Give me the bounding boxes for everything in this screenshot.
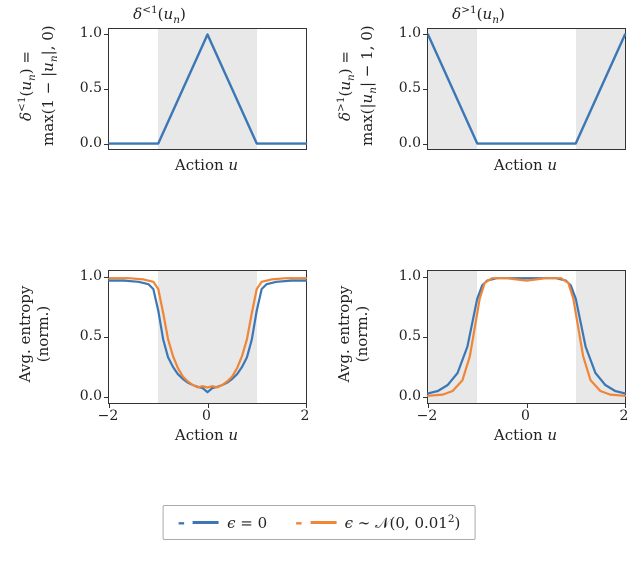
ytick-label: 0.5 bbox=[393, 328, 421, 344]
ytick-label: 0.0 bbox=[74, 135, 102, 151]
line-layer bbox=[109, 271, 306, 403]
series-line-b bbox=[428, 278, 625, 396]
line-layer bbox=[428, 271, 625, 403]
ytick-mark bbox=[423, 397, 428, 398]
plot-area bbox=[427, 28, 626, 150]
plot-area bbox=[427, 270, 626, 404]
panel-grid: δ<1(un) 0.0 0.5 1.0 Action u δ<1(un) =max(1 −… bbox=[0, 0, 638, 500]
ytick-label: 0.5 bbox=[393, 80, 421, 96]
line-layer bbox=[428, 29, 625, 149]
legend-label: ϵ ∼ 𝒩(0, 0.012) bbox=[345, 513, 461, 532]
series-line-a bbox=[109, 281, 306, 393]
ytick-label: 0.5 bbox=[74, 328, 102, 344]
panel-title: δ>1(un) bbox=[319, 4, 638, 26]
ytick-mark bbox=[423, 337, 428, 338]
legend-swatch bbox=[311, 521, 337, 524]
panel-bottom-right: 0.0 0.5 1.0 −2 0 2 Action u Avg. entropy(norm.) bbox=[319, 250, 638, 500]
ytick-label: 1.0 bbox=[74, 268, 102, 284]
figure: δ<1(un) 0.0 0.5 1.0 Action u δ<1(un) =max(1 −… bbox=[0, 0, 638, 562]
ytick-mark bbox=[104, 277, 109, 278]
series-line-a bbox=[428, 278, 625, 393]
panel-top-right: δ>1(un) 0.0 0.5 1.0 Action u δ>1(un) =max(|un… bbox=[319, 0, 638, 250]
ytick-label: 0.5 bbox=[74, 80, 102, 96]
ytick-label: 0.0 bbox=[74, 388, 102, 404]
xtick-label: 2 bbox=[620, 408, 629, 424]
ylabel: Avg. entropy(norm.) bbox=[16, 268, 52, 400]
ytick-mark bbox=[423, 89, 428, 90]
ytick-label: 1.0 bbox=[393, 268, 421, 284]
ylabel: δ<1(un) =max(1 − |un|, 0) bbox=[16, 26, 60, 146]
series-line-b bbox=[109, 278, 306, 387]
ytick-mark bbox=[104, 397, 109, 398]
xtick-label: −2 bbox=[417, 408, 438, 424]
legend-item: - ϵ = 0 bbox=[178, 512, 268, 533]
xlabel: Action u bbox=[108, 156, 305, 174]
ytick-mark bbox=[104, 337, 109, 338]
ytick-label: 1.0 bbox=[393, 25, 421, 41]
panel-bottom-left: 0.0 0.5 1.0 −2 0 2 Action u Avg. entropy(norm.) bbox=[0, 250, 319, 500]
legend-dash-icon: - bbox=[178, 512, 185, 533]
ytick-label: 0.0 bbox=[393, 388, 421, 404]
ylabel: Avg. entropy(norm.) bbox=[335, 268, 371, 400]
legend: - ϵ = 0 - ϵ ∼ 𝒩(0, 0.012) bbox=[163, 505, 476, 540]
legend-dash-icon: - bbox=[295, 512, 302, 533]
xtick-label: −2 bbox=[98, 408, 119, 424]
ytick-mark bbox=[423, 277, 428, 278]
series-line-a bbox=[428, 34, 625, 143]
xlabel: Action u bbox=[108, 426, 305, 444]
plot-area bbox=[108, 28, 307, 150]
legend-swatch bbox=[193, 521, 219, 524]
plot-area bbox=[108, 270, 307, 404]
ytick-mark bbox=[104, 144, 109, 145]
panel-title: δ<1(un) bbox=[0, 4, 319, 26]
xlabel: Action u bbox=[427, 426, 624, 444]
ytick-label: 1.0 bbox=[74, 25, 102, 41]
panel-top-left: δ<1(un) 0.0 0.5 1.0 Action u δ<1(un) =max(1 −… bbox=[0, 0, 319, 250]
xtick-label: 0 bbox=[202, 408, 211, 424]
ytick-mark bbox=[104, 34, 109, 35]
ylabel: δ>1(un) =max(|un| − 1, 0) bbox=[335, 26, 379, 146]
ytick-mark bbox=[104, 89, 109, 90]
ytick-mark bbox=[423, 34, 428, 35]
legend-item: - ϵ ∼ 𝒩(0, 0.012) bbox=[295, 512, 460, 533]
series-line-a bbox=[109, 34, 306, 143]
legend-label: ϵ = 0 bbox=[227, 514, 267, 532]
xtick-label: 2 bbox=[301, 408, 310, 424]
xlabel: Action u bbox=[427, 156, 624, 174]
ytick-label: 0.0 bbox=[393, 135, 421, 151]
line-layer bbox=[109, 29, 306, 149]
xtick-label: 0 bbox=[521, 408, 530, 424]
ytick-mark bbox=[423, 144, 428, 145]
